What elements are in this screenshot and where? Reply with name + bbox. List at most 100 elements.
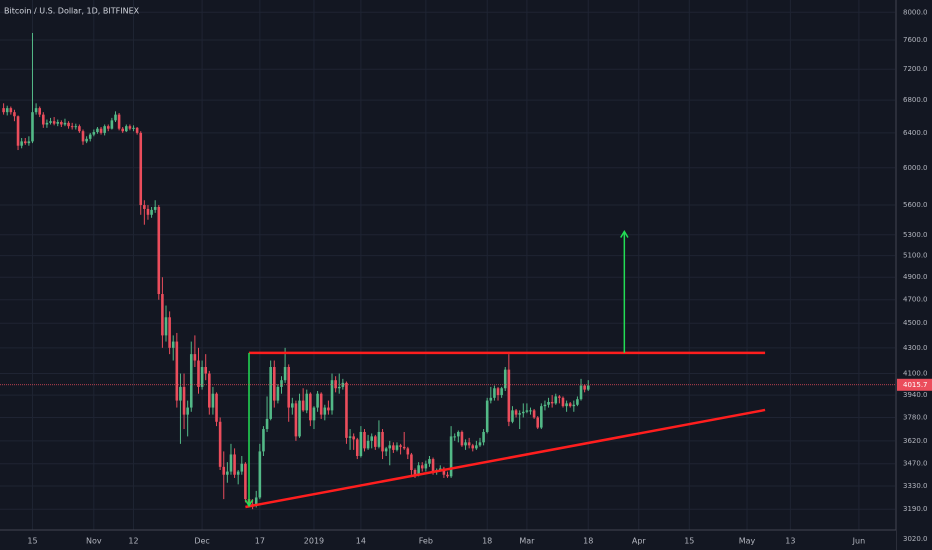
candle-body bbox=[348, 436, 352, 438]
candle-body bbox=[438, 468, 442, 470]
candle-body bbox=[103, 126, 106, 133]
x-tick-label: 12 bbox=[128, 537, 138, 546]
y-tick-label: 8000.0 bbox=[903, 8, 928, 16]
candle-body bbox=[244, 463, 247, 500]
candle-body bbox=[222, 466, 226, 475]
candle-body bbox=[283, 367, 287, 381]
y-tick-label: 3330.0 bbox=[903, 482, 928, 490]
candle-body bbox=[114, 114, 117, 121]
y-tick-label: 5100.0 bbox=[903, 252, 928, 260]
candle-body bbox=[402, 446, 406, 449]
candle-body bbox=[388, 445, 392, 449]
y-tick-label: 3620.0 bbox=[903, 437, 928, 445]
candle-body bbox=[395, 445, 399, 450]
candle-body bbox=[121, 128, 125, 132]
candle-body bbox=[305, 393, 309, 411]
candle-body bbox=[294, 403, 298, 437]
candle-body bbox=[197, 360, 200, 387]
candle-body bbox=[543, 404, 547, 407]
axes: 15 Nov 12 Dec 17 2019 14 Feb 18 Mar 18 Apr 15 May 13 Ju… bbox=[27, 8, 932, 546]
candle-body bbox=[485, 400, 489, 432]
candle-body bbox=[558, 396, 561, 398]
candle-body bbox=[135, 127, 139, 133]
candle-body bbox=[471, 445, 475, 449]
candle-body bbox=[572, 404, 576, 407]
candle-body bbox=[233, 454, 236, 475]
x-tick-label: Mar bbox=[519, 537, 535, 546]
candle-body bbox=[179, 386, 182, 401]
candle-body bbox=[442, 468, 446, 475]
y-tick-label: 5600.0 bbox=[903, 201, 928, 209]
y-tick-label: 3020.0 bbox=[903, 535, 928, 543]
candle-body bbox=[424, 463, 428, 469]
candle-body bbox=[258, 451, 262, 498]
candle-body bbox=[52, 121, 56, 124]
candle-body bbox=[31, 112, 34, 142]
candle-body bbox=[420, 465, 424, 469]
x-tick-label: Dec bbox=[194, 537, 209, 546]
candle-body bbox=[262, 429, 265, 452]
candle-body bbox=[399, 445, 402, 447]
candle-body bbox=[384, 448, 388, 452]
candle-body bbox=[521, 411, 525, 414]
candle-body bbox=[161, 294, 164, 336]
candle-body bbox=[240, 463, 244, 472]
y-tick-label: 4300.0 bbox=[903, 344, 928, 352]
candle-body bbox=[568, 403, 572, 407]
candle-body bbox=[67, 122, 70, 127]
candle-body bbox=[406, 448, 410, 455]
candle-body bbox=[540, 406, 543, 428]
candle-body bbox=[410, 454, 413, 470]
last-price-label: 4015.7 bbox=[903, 381, 928, 389]
x-tick-label: 18 bbox=[583, 537, 593, 546]
candle-body bbox=[269, 367, 272, 419]
candle-body bbox=[496, 388, 500, 396]
candle-body bbox=[507, 369, 511, 422]
candle-body bbox=[583, 385, 586, 390]
x-tick-label: 14 bbox=[356, 537, 366, 546]
candle-body bbox=[370, 436, 374, 441]
candle-body bbox=[554, 396, 558, 404]
candles bbox=[2, 32, 590, 510]
candle-body bbox=[413, 469, 417, 475]
candle-body bbox=[215, 393, 218, 422]
candle-body bbox=[337, 386, 341, 389]
candle-body bbox=[576, 399, 579, 405]
x-tick-label: 15 bbox=[27, 537, 37, 546]
x-tick-label: May bbox=[739, 537, 756, 546]
candle-body bbox=[193, 354, 197, 361]
candle-body bbox=[204, 367, 208, 374]
candle-body bbox=[377, 431, 381, 447]
candle-body bbox=[287, 367, 291, 408]
candle-body bbox=[352, 436, 355, 440]
candle-body bbox=[42, 114, 45, 125]
candle-body bbox=[381, 431, 384, 452]
candle-body bbox=[532, 410, 536, 418]
candle-body bbox=[45, 122, 49, 125]
y-tick-label: 7200.0 bbox=[903, 65, 928, 73]
candle-body bbox=[345, 382, 348, 438]
candle-body bbox=[157, 206, 161, 295]
y-tick-label: 6000.0 bbox=[903, 164, 928, 172]
candle-body bbox=[125, 126, 128, 132]
y-axis-panel bbox=[896, 0, 932, 550]
candle-body bbox=[81, 131, 85, 142]
candle-body bbox=[13, 112, 16, 117]
y-tick-label: 3190.0 bbox=[903, 505, 928, 513]
candle-body bbox=[9, 108, 13, 113]
candle-body bbox=[2, 108, 5, 113]
candle-body bbox=[586, 385, 590, 390]
candle-body bbox=[208, 373, 211, 408]
drawings bbox=[0, 230, 895, 509]
candle-body bbox=[182, 386, 186, 415]
candle-body bbox=[16, 116, 20, 146]
candle-body bbox=[74, 126, 78, 128]
y-tick-label: 4700.0 bbox=[903, 296, 928, 304]
candle-body bbox=[139, 132, 143, 206]
candle-body bbox=[514, 410, 518, 415]
candle-body bbox=[175, 341, 179, 401]
candle-body bbox=[27, 141, 31, 144]
candle-body bbox=[49, 121, 52, 123]
